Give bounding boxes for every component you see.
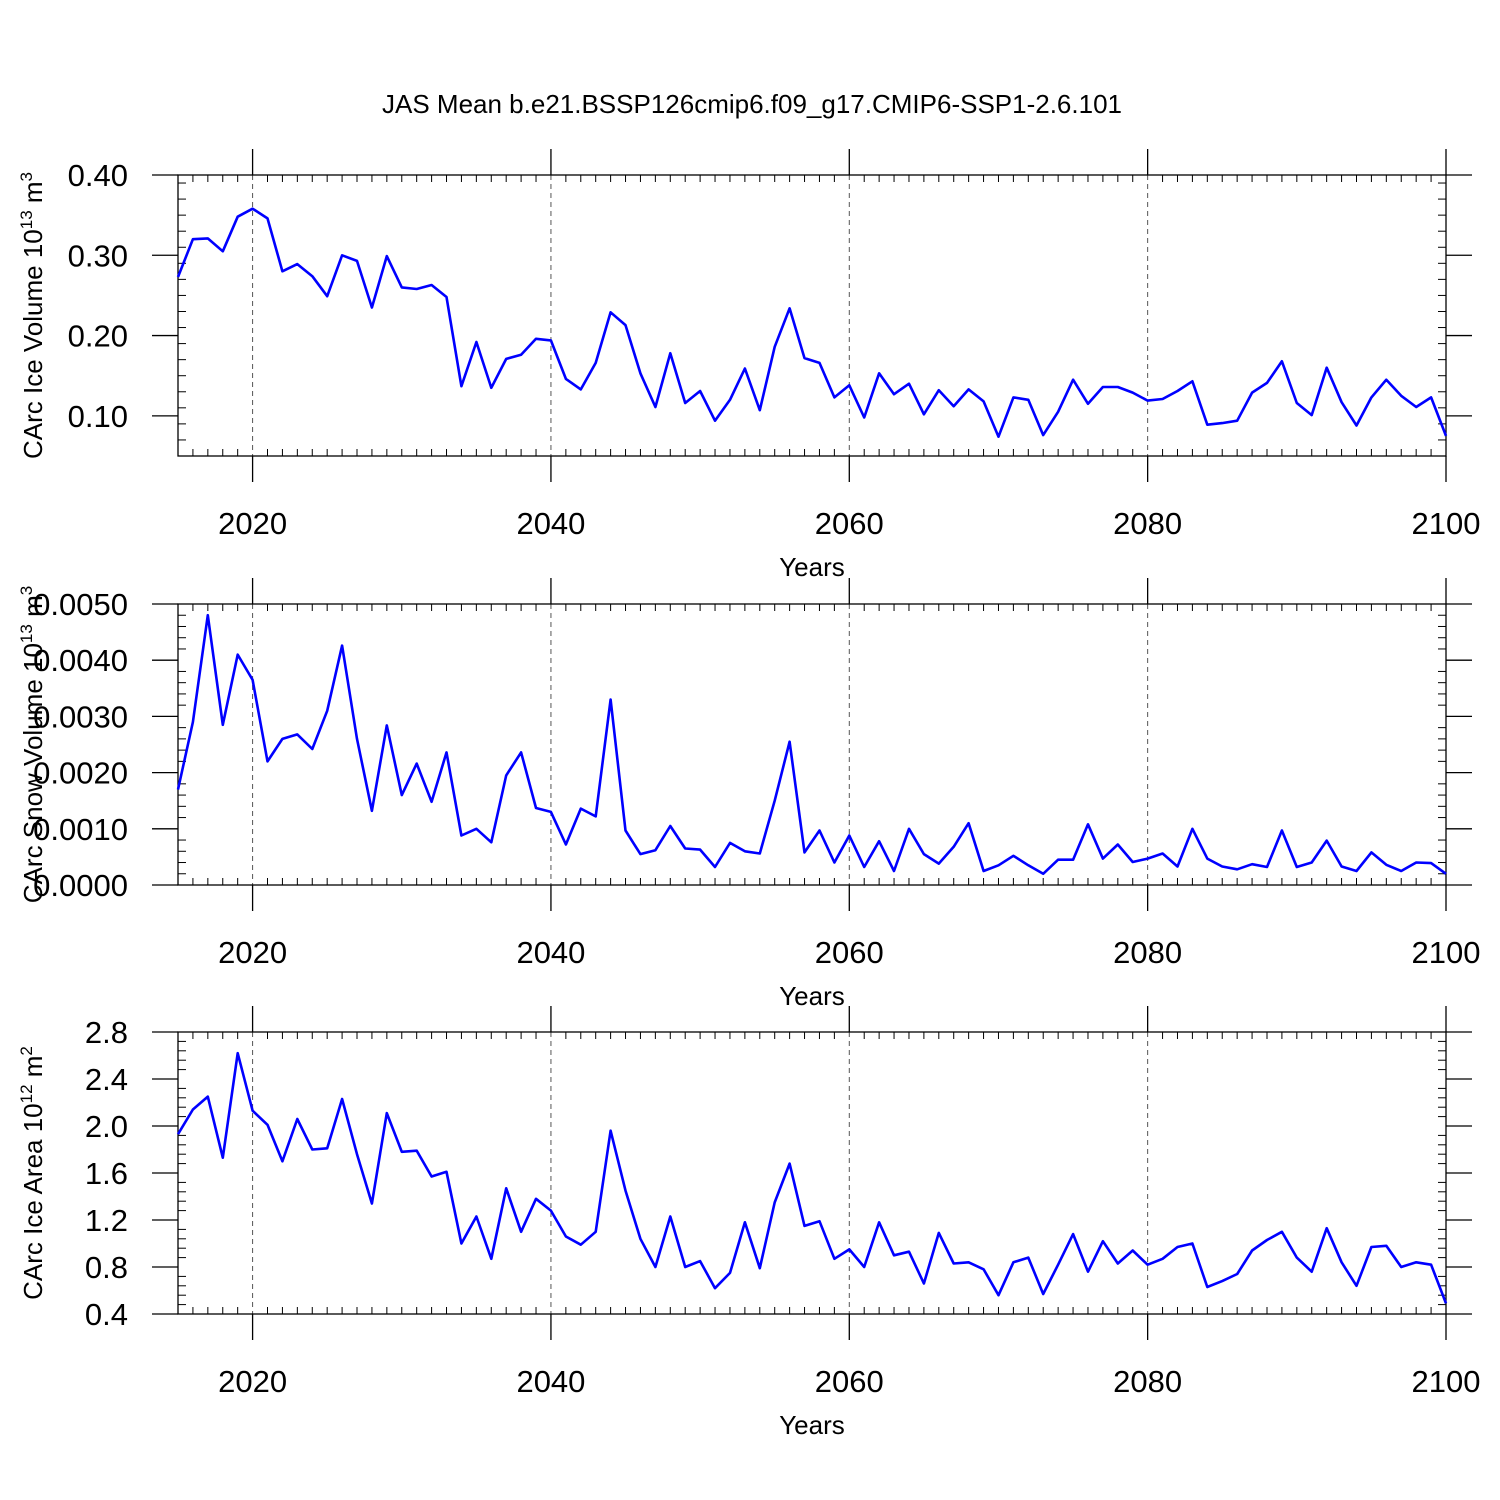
plot-frame	[177, 603, 1447, 886]
y-tick-label: 0.10	[68, 399, 128, 434]
x-tick-label: 2040	[516, 935, 585, 970]
x-tick-label: 2040	[516, 506, 585, 541]
y-tick-label: 0.30	[68, 238, 128, 273]
figure-title: JAS Mean b.e21.BSSP126cmip6.f09_g17.CMIP…	[382, 89, 1122, 119]
y-tick-label: 1.6	[85, 1156, 128, 1191]
plot-frame	[177, 1031, 1447, 1315]
y-tick-label: 0.0050	[33, 587, 128, 622]
series-line	[176, 1051, 1448, 1304]
x-tick-label: 2080	[1113, 935, 1182, 970]
plot-frame	[177, 174, 1447, 457]
y-axis-label: CArc Ice Area 1012 m2	[17, 1046, 48, 1300]
panel-1: 2020 2040 2060 2080 2100 0.10 0.20 0.30 0.40 Year…	[17, 149, 1480, 582]
y-tick-label: 0.0040	[33, 643, 128, 678]
panel-2: 2020 2040 2060 2080 2100 0.0000 0.0010 0.0020 0.…	[17, 578, 1480, 1011]
x-axis-label: Years	[779, 552, 845, 582]
y-axis-label: CArc Ice Volume 1013 m3	[17, 172, 48, 459]
y-tick-label: 0.0010	[33, 812, 128, 847]
x-tick-label: 2020	[218, 1364, 287, 1399]
y-tick-label: 0.20	[68, 319, 128, 354]
y-tick-label: 0.40	[68, 158, 128, 193]
x-tick-label: 2080	[1113, 1364, 1182, 1399]
series-line	[176, 613, 1447, 876]
x-tick-label: 2100	[1412, 935, 1481, 970]
y-tick-label: 1.2	[85, 1203, 128, 1238]
x-tick-label: 2020	[218, 935, 287, 970]
y-tick-label: 0.0000	[33, 868, 128, 903]
x-tick-label: 2100	[1412, 1364, 1481, 1399]
y-tick-label: 0.8	[85, 1250, 128, 1285]
x-tick-label: 2060	[815, 506, 884, 541]
y-tick-label: 2.0	[85, 1109, 128, 1144]
x-tick-label: 2060	[815, 1364, 884, 1399]
x-tick-label: 2040	[516, 1364, 585, 1399]
y-axis-label: CArc Snow Volume 1013 m3	[17, 586, 48, 903]
panel-3: 2020 2040 2060 2080 2100 0.4 0.8 1.2 1.6 2.0 2.4 2.…	[17, 1006, 1480, 1440]
x-tick-label: 2060	[815, 935, 884, 970]
series-line	[176, 207, 1448, 439]
y-tick-label: 0.0020	[33, 756, 128, 791]
x-tick-label: 2020	[218, 506, 287, 541]
x-tick-label: 2100	[1412, 506, 1481, 541]
x-axis-label: Years	[779, 1410, 845, 1440]
y-tick-label: 0.0030	[33, 699, 128, 734]
y-tick-label: 0.4	[85, 1297, 128, 1332]
x-tick-label: 2080	[1113, 506, 1182, 541]
y-tick-label: 2.8	[85, 1015, 128, 1050]
y-tick-label: 2.4	[85, 1062, 128, 1097]
x-axis-label: Years	[779, 981, 845, 1011]
